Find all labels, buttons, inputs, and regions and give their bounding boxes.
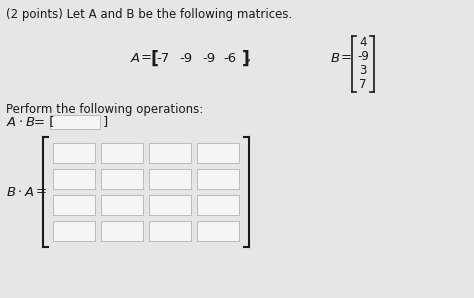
Text: = [: = [ bbox=[34, 116, 55, 128]
FancyBboxPatch shape bbox=[149, 143, 191, 163]
Text: (2 points) Let A and B be the following matrices.: (2 points) Let A and B be the following … bbox=[6, 8, 292, 21]
Text: Perform the following operations:: Perform the following operations: bbox=[6, 103, 203, 116]
Text: 7: 7 bbox=[359, 78, 367, 91]
Text: =: = bbox=[341, 52, 352, 64]
Text: =: = bbox=[141, 52, 152, 64]
FancyBboxPatch shape bbox=[101, 169, 143, 189]
Text: $A$: $A$ bbox=[130, 52, 141, 64]
FancyBboxPatch shape bbox=[50, 115, 100, 129]
Text: $A \cdot B$: $A \cdot B$ bbox=[6, 116, 36, 128]
Text: 3: 3 bbox=[359, 64, 367, 77]
Text: $\mathbf{]}$: $\mathbf{]}$ bbox=[241, 48, 249, 68]
FancyBboxPatch shape bbox=[197, 143, 239, 163]
Text: -6: -6 bbox=[223, 52, 237, 64]
FancyBboxPatch shape bbox=[53, 195, 95, 215]
FancyBboxPatch shape bbox=[197, 195, 239, 215]
FancyBboxPatch shape bbox=[101, 221, 143, 241]
Text: -9: -9 bbox=[180, 52, 192, 64]
FancyBboxPatch shape bbox=[197, 169, 239, 189]
FancyBboxPatch shape bbox=[53, 221, 95, 241]
Text: $B$: $B$ bbox=[330, 52, 340, 64]
FancyBboxPatch shape bbox=[53, 143, 95, 163]
FancyBboxPatch shape bbox=[53, 169, 95, 189]
Text: $B \cdot A$: $B \cdot A$ bbox=[6, 185, 35, 198]
Text: -9: -9 bbox=[357, 50, 369, 63]
Text: ,: , bbox=[246, 52, 250, 64]
Text: $\mathbf{[}$: $\mathbf{[}$ bbox=[150, 48, 159, 68]
FancyBboxPatch shape bbox=[197, 221, 239, 241]
Text: 4: 4 bbox=[359, 36, 367, 49]
FancyBboxPatch shape bbox=[101, 143, 143, 163]
Text: -7: -7 bbox=[156, 52, 170, 64]
Text: ]: ] bbox=[103, 116, 108, 128]
FancyBboxPatch shape bbox=[101, 195, 143, 215]
Text: =: = bbox=[36, 185, 47, 198]
FancyBboxPatch shape bbox=[149, 195, 191, 215]
FancyBboxPatch shape bbox=[149, 169, 191, 189]
FancyBboxPatch shape bbox=[149, 221, 191, 241]
Text: -9: -9 bbox=[202, 52, 216, 64]
